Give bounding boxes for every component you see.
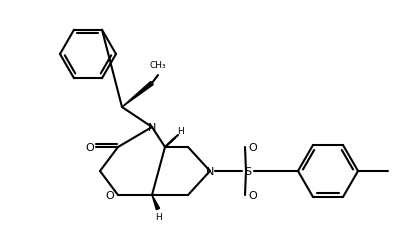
Text: H: H	[177, 127, 183, 136]
Text: O: O	[86, 142, 94, 152]
Text: N: N	[148, 122, 156, 132]
Text: O: O	[106, 190, 114, 200]
Text: O: O	[248, 190, 257, 200]
Text: O: O	[248, 142, 257, 152]
Polygon shape	[152, 195, 160, 210]
Text: CH₃: CH₃	[150, 61, 166, 70]
Text: N: N	[206, 166, 214, 176]
Text: H: H	[155, 213, 162, 222]
Polygon shape	[122, 82, 153, 108]
Text: S: S	[244, 166, 252, 176]
